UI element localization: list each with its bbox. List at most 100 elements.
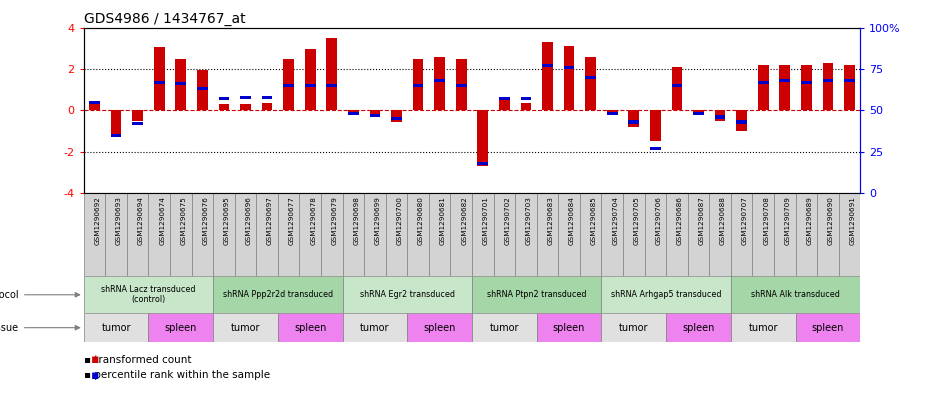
Bar: [822, 79, 833, 82]
Bar: [456, 59, 467, 110]
Bar: [326, 84, 338, 87]
Bar: [629, 110, 639, 127]
Bar: [413, 84, 423, 87]
Bar: [714, 110, 725, 121]
Bar: [521, 97, 531, 100]
Bar: [407, 193, 429, 276]
Bar: [758, 65, 768, 110]
Text: ▪: ▪: [91, 369, 100, 382]
Text: spleen: spleen: [683, 323, 714, 332]
Bar: [176, 59, 186, 110]
Text: shRNA Alk transduced: shRNA Alk transduced: [751, 290, 840, 299]
Bar: [671, 67, 683, 110]
Bar: [197, 87, 207, 90]
Bar: [602, 314, 666, 342]
Bar: [606, 110, 618, 114]
Bar: [606, 112, 618, 115]
Bar: [278, 193, 299, 276]
Bar: [213, 276, 342, 314]
Bar: [240, 104, 251, 110]
Bar: [644, 193, 666, 276]
Bar: [774, 193, 795, 276]
Bar: [737, 120, 747, 123]
Text: shRNA Ptpn2 transduced: shRNA Ptpn2 transduced: [487, 290, 587, 299]
Bar: [369, 114, 380, 117]
Bar: [558, 193, 579, 276]
Bar: [671, 84, 683, 87]
Bar: [731, 276, 860, 314]
Text: tumor: tumor: [489, 323, 519, 332]
Bar: [213, 314, 278, 342]
Bar: [714, 116, 725, 119]
Text: GSM1290705: GSM1290705: [633, 196, 640, 244]
Bar: [650, 110, 660, 141]
Bar: [342, 193, 365, 276]
Text: spleen: spleen: [294, 323, 326, 332]
Bar: [176, 82, 186, 85]
Bar: [213, 193, 234, 276]
Bar: [278, 314, 342, 342]
Bar: [623, 193, 644, 276]
Bar: [89, 104, 100, 110]
Text: GSM1290697: GSM1290697: [267, 196, 273, 244]
Text: GSM1290675: GSM1290675: [180, 196, 187, 244]
Bar: [498, 100, 510, 110]
Text: GSM1290696: GSM1290696: [246, 196, 251, 244]
Bar: [197, 70, 207, 110]
Text: GSM1290694: GSM1290694: [138, 196, 143, 244]
Bar: [817, 193, 839, 276]
Text: GSM1290708: GSM1290708: [764, 196, 769, 244]
Text: tumor: tumor: [360, 323, 390, 332]
Bar: [693, 110, 704, 114]
Text: GSM1290686: GSM1290686: [677, 196, 683, 244]
Bar: [305, 49, 315, 110]
Bar: [192, 193, 213, 276]
Text: GSM1290706: GSM1290706: [656, 196, 661, 244]
Bar: [585, 57, 596, 110]
Text: ▪ percentile rank within the sample: ▪ percentile rank within the sample: [84, 370, 270, 380]
Text: GSM1290679: GSM1290679: [332, 196, 338, 244]
Text: GSM1290689: GSM1290689: [806, 196, 812, 244]
Text: shRNA Lacz transduced
(control): shRNA Lacz transduced (control): [101, 285, 195, 305]
Bar: [84, 314, 149, 342]
Bar: [731, 193, 752, 276]
Bar: [219, 97, 230, 100]
Bar: [456, 84, 467, 87]
Bar: [494, 193, 515, 276]
Text: ▪: ▪: [91, 353, 100, 366]
Bar: [284, 59, 294, 110]
Text: GSM1290700: GSM1290700: [396, 196, 403, 244]
Bar: [429, 193, 450, 276]
Bar: [234, 193, 257, 276]
Text: GSM1290685: GSM1290685: [591, 196, 597, 244]
Text: tumor: tumor: [749, 323, 777, 332]
Bar: [515, 193, 537, 276]
Bar: [89, 101, 100, 104]
Bar: [602, 193, 623, 276]
Bar: [779, 79, 790, 82]
Bar: [795, 314, 860, 342]
Bar: [326, 38, 338, 110]
Text: GSM1290698: GSM1290698: [353, 196, 359, 244]
Bar: [261, 95, 272, 99]
Text: GSM1290674: GSM1290674: [159, 196, 166, 244]
Bar: [693, 112, 704, 115]
Bar: [392, 110, 402, 122]
Bar: [153, 81, 165, 84]
Bar: [779, 65, 790, 110]
Bar: [801, 65, 812, 110]
Bar: [666, 193, 687, 276]
Bar: [413, 59, 423, 110]
Text: spleen: spleen: [552, 323, 585, 332]
Bar: [219, 104, 230, 110]
Bar: [240, 95, 251, 99]
Bar: [844, 79, 855, 82]
Text: ▪ transformed count: ▪ transformed count: [84, 354, 192, 365]
Bar: [564, 66, 575, 69]
Bar: [111, 134, 122, 137]
Text: tumor: tumor: [101, 323, 131, 332]
Text: spleen: spleen: [812, 323, 844, 332]
Text: GSM1290699: GSM1290699: [375, 196, 381, 244]
Bar: [752, 193, 774, 276]
Text: GSM1290709: GSM1290709: [785, 196, 790, 244]
